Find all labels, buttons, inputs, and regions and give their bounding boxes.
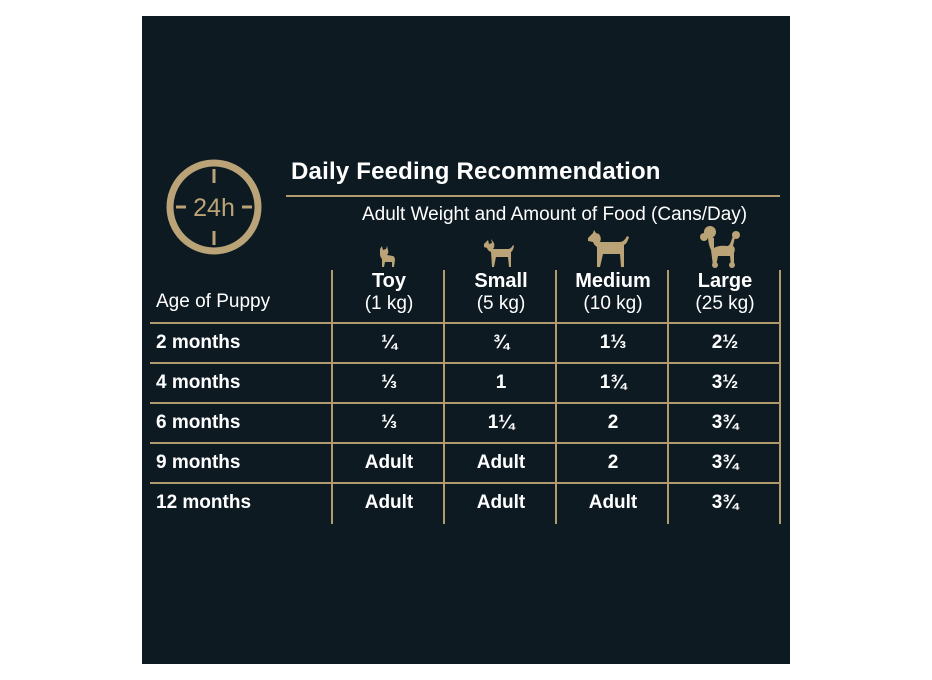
column-weight: (1 kg) (364, 293, 414, 314)
toy-dog-icon (380, 246, 395, 267)
table-cell: 2 (607, 412, 619, 433)
column-name: Toy (371, 270, 407, 292)
column-weight: (10 kg) (583, 293, 643, 314)
row-divider (150, 322, 781, 324)
page-title: Daily Feeding Recommendation (291, 158, 661, 185)
column-name: Medium (575, 270, 651, 292)
table-cell: 3¾ (711, 452, 739, 473)
table-cell: 2 (607, 452, 619, 473)
small-dog-icon (484, 239, 514, 267)
table-cell: 1 (495, 372, 507, 393)
column-divider (555, 270, 557, 524)
row-divider (150, 442, 781, 444)
column-divider (667, 270, 669, 524)
table-cell: ¼ (381, 332, 397, 353)
row-divider (150, 402, 781, 404)
table-cell: 1⅓ (599, 332, 627, 353)
table-cell: Adult (588, 492, 638, 513)
title-divider (286, 195, 780, 197)
age-column-header: Age of Puppy (156, 291, 271, 312)
poodle-icon (700, 226, 740, 268)
column-header-toy: Toy (1 kg) (333, 270, 445, 316)
table-cell: Adult (364, 452, 414, 473)
feeding-panel (142, 16, 790, 664)
column-header-small: Small (5 kg) (445, 270, 557, 316)
table-subtitle: Adult Weight and Amount of Food (Cans/Da… (362, 204, 748, 225)
table-cell: 1¾ (599, 372, 627, 393)
column-divider (443, 270, 445, 524)
row-age-label: 4 months (156, 372, 241, 393)
row-divider (150, 362, 781, 364)
row-age-label: 9 months (156, 452, 241, 473)
column-header-large: Large (25 kg) (669, 270, 781, 316)
column-divider (779, 270, 781, 524)
table-cell: 3¾ (711, 412, 739, 433)
row-divider (150, 482, 781, 484)
table-cell: Adult (364, 492, 414, 513)
column-weight: (5 kg) (476, 293, 526, 314)
clock-label: 24h (193, 194, 235, 222)
column-weight: (25 kg) (695, 293, 755, 314)
row-age-label: 6 months (156, 412, 241, 433)
table-cell: Adult (476, 452, 526, 473)
table-cell: ¾ (493, 332, 509, 353)
row-age-label: 12 months (156, 492, 252, 513)
table-cell: 2½ (711, 332, 739, 353)
table-cell: Adult (476, 492, 526, 513)
column-name: Large (697, 270, 753, 292)
column-header-medium: Medium (10 kg) (557, 270, 669, 316)
table-cell: 1¼ (487, 412, 515, 433)
medium-dog-icon (588, 230, 629, 267)
table-cell: ⅓ (381, 372, 397, 393)
table-cell: ⅓ (381, 412, 397, 433)
24h-clock-icon: 24h (166, 159, 262, 255)
table-cell: 3½ (711, 372, 739, 393)
table-cell: 3¾ (711, 492, 739, 513)
column-name: Small (474, 270, 528, 292)
row-age-label: 2 months (156, 332, 241, 353)
column-divider (331, 270, 333, 524)
